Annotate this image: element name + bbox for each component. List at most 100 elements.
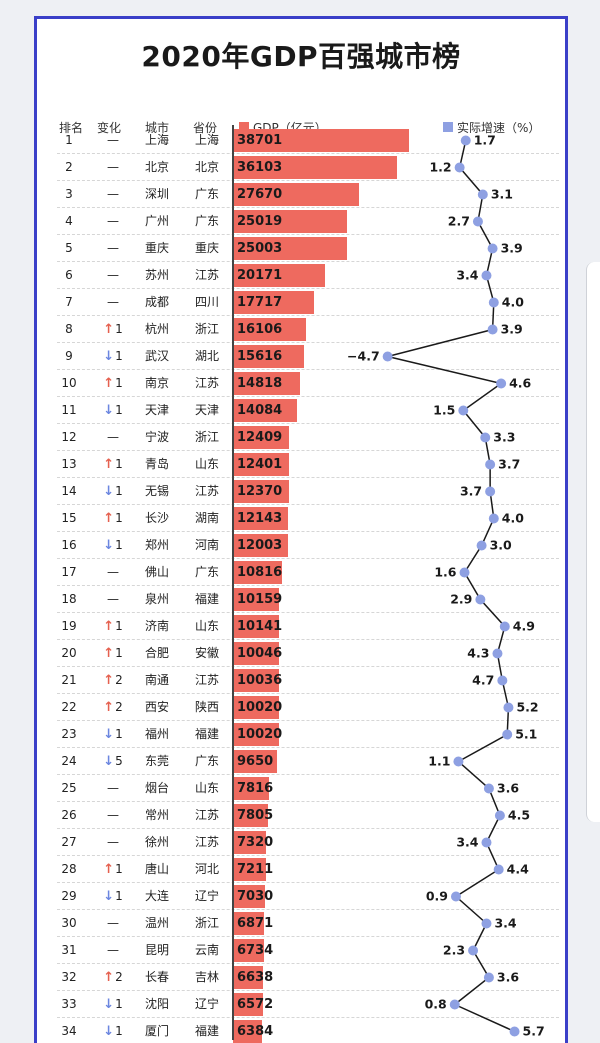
gdp-bar (233, 966, 264, 989)
table-row: 25 — 烟台 山东 7816 (37, 775, 565, 802)
growth-point (487, 243, 498, 254)
province-cell: 浙江 (194, 430, 219, 444)
table-row: 31 — 昆明 云南 6734 (37, 937, 565, 964)
growth-series-line (387, 140, 515, 1033)
gdp-bar (233, 210, 347, 233)
rank-cell: 2 (65, 160, 73, 174)
gdp-value: 38701 (237, 133, 283, 148)
table-row: 6 — 苏州 江苏 20171 (37, 262, 565, 289)
province-cell: 辽宁 (194, 889, 219, 903)
gdp-bar (233, 480, 290, 503)
gdp-bar (233, 831, 267, 854)
change-value: — (107, 133, 119, 147)
gdp-bar (233, 912, 265, 935)
arrow-up-icon: ↑ (103, 646, 115, 661)
province-cell: 福建 (194, 727, 219, 741)
city-cell: 深圳 (144, 187, 169, 201)
growth-legend-swatch (443, 122, 453, 132)
row-divider (57, 153, 559, 154)
growth-point (454, 162, 465, 173)
change-cell: ↓1 (91, 991, 135, 1018)
rank-cell: 8 (65, 322, 73, 336)
arrow-down-icon: ↓ (103, 754, 115, 769)
city-cell: 南通 (144, 673, 169, 687)
gdp-bar (233, 804, 269, 827)
province-cell: 安徽 (194, 646, 219, 660)
change-value: 2 (115, 970, 123, 984)
gdp-value: 36103 (237, 160, 283, 175)
growth-label: 3.0 (490, 538, 512, 553)
gdp-bar (233, 399, 298, 422)
change-cell: — (91, 559, 135, 586)
growth-line-chart: 1.7 1.2 3.1 2.7 3.9 3.4 4.0 3.9 −4.7 4.6 1.5 3.3 3.7… (347, 133, 545, 1039)
change-value: 5 (115, 754, 123, 768)
arrow-up-icon: ↑ (103, 862, 115, 877)
gdp-value: 12370 (237, 484, 283, 499)
change-value: 1 (115, 376, 123, 390)
growth-point (476, 540, 487, 551)
change-cell: ↑1 (91, 505, 135, 532)
row-divider (57, 207, 559, 208)
gdp-value: 7816 (237, 781, 274, 796)
table-row: 32 ↑2 长春 吉林 6638 (37, 964, 565, 991)
change-cell: — (91, 910, 135, 937)
province-cell: 湖南 (194, 511, 219, 525)
city-cell: 南京 (144, 376, 169, 390)
rank-cell: 25 (61, 781, 77, 795)
city-cell: 广州 (144, 214, 169, 228)
change-value: 1 (115, 889, 123, 903)
growth-label: 5.2 (516, 700, 538, 715)
rank-cell: 26 (61, 808, 77, 822)
growth-point (472, 216, 483, 227)
gdp-value: 10141 (237, 619, 283, 634)
gdp-value: 16106 (237, 322, 283, 337)
gdp-bar (233, 453, 290, 476)
row-divider (57, 531, 559, 532)
change-value: — (107, 187, 119, 201)
growth-label: 3.4 (456, 268, 478, 283)
table-row: 2 — 北京 北京 36103 (37, 154, 565, 181)
growth-label: 3.7 (498, 457, 520, 472)
rank-cell: 31 (61, 943, 77, 957)
change-cell: — (91, 127, 135, 154)
change-cell: ↓1 (91, 478, 135, 505)
growth-point (488, 513, 499, 524)
province-cell: 湖北 (194, 349, 219, 363)
province-cell: 云南 (194, 943, 219, 957)
province-cell: 山东 (194, 457, 219, 471)
change-value: 1 (115, 727, 123, 741)
growth-point (460, 135, 471, 146)
gdp-bar (233, 264, 325, 287)
gdp-value: 10020 (237, 727, 283, 742)
growth-label: 4.0 (502, 511, 524, 526)
growth-label: 0.8 (425, 997, 447, 1012)
city-cell: 泉州 (144, 592, 169, 606)
table-row: 29 ↓1 大连 辽宁 7030 (37, 883, 565, 910)
province-cell: 上海 (194, 133, 219, 147)
gdp-value: 6734 (237, 943, 274, 958)
city-cell: 大连 (144, 889, 169, 903)
province-cell: 广东 (194, 565, 219, 579)
gdp-value: 17717 (237, 295, 283, 310)
growth-label: 1.6 (434, 565, 456, 580)
rank-cell: 14 (61, 484, 77, 498)
gdp-value: 25019 (237, 214, 283, 229)
change-value: 1 (115, 646, 123, 660)
gdp-bar (233, 237, 347, 260)
province-cell: 江苏 (194, 673, 219, 687)
arrow-up-icon: ↑ (103, 322, 115, 337)
gdp-bar (233, 372, 301, 395)
gdp-value: 9650 (237, 754, 274, 769)
growth-point (503, 702, 514, 713)
table-row: 19 ↑1 济南 山东 10141 (37, 613, 565, 640)
row-divider (57, 423, 559, 424)
table-row: 17 — 佛山 广东 10816 (37, 559, 565, 586)
rank-cell: 11 (61, 403, 77, 417)
gdp-value: 10046 (237, 646, 283, 661)
arrow-up-icon: ↑ (103, 376, 115, 391)
city-cell: 武汉 (144, 349, 169, 363)
gdp-bar (233, 993, 263, 1016)
gdp-value: 27670 (237, 187, 283, 202)
row-divider (57, 342, 559, 343)
table-row: 1 — 上海 上海 38701 (37, 127, 565, 154)
